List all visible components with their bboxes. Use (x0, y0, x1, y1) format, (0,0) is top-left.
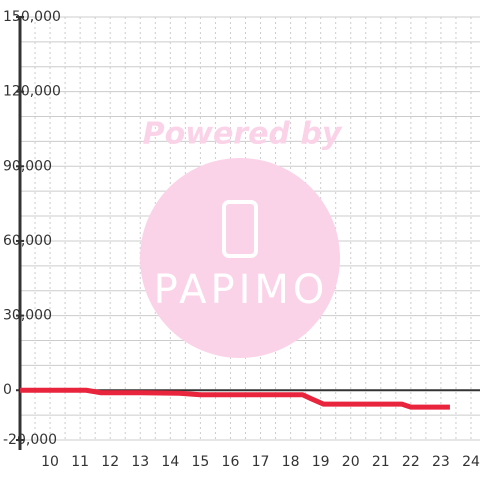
line (20, 387, 450, 410)
y-tick-label: 120,000 (3, 84, 61, 100)
y-tick-label: 150,000 (3, 9, 61, 25)
y-tick-label: 90,000 (3, 158, 52, 174)
x-tick-label: 22 (402, 454, 420, 470)
y-tick-label: 0 (3, 382, 12, 398)
watermark-text: Powered by (143, 117, 343, 152)
x-tick-label: 20 (342, 454, 360, 470)
x-tick-label: 12 (101, 454, 119, 470)
x-tick-label: 15 (191, 454, 209, 470)
x-tick-label: 23 (432, 454, 450, 470)
x-tick-label: 24 (462, 454, 480, 470)
x-tick-label: 21 (372, 454, 390, 470)
x-tick-label: 13 (131, 454, 149, 470)
x-tick-label: 14 (161, 454, 179, 470)
watermark-icon (222, 200, 258, 258)
x-tick-label: 18 (282, 454, 300, 470)
x-tick-label: 16 (222, 454, 240, 470)
x-tick-label: 10 (41, 454, 59, 470)
x-tick-label: 17 (252, 454, 270, 470)
x-tick-label: 19 (312, 454, 330, 470)
watermark-text: PAPIMO (154, 267, 329, 313)
y-tick-label: 30,000 (3, 308, 52, 324)
y-tick-label: -20,000 (3, 432, 57, 448)
x-tick-label: 11 (71, 454, 89, 470)
y-tick-label: 60,000 (3, 233, 52, 249)
plot: -20,000 0 30,000 60,000 90,000 120,000 150,000… (3, 9, 480, 470)
